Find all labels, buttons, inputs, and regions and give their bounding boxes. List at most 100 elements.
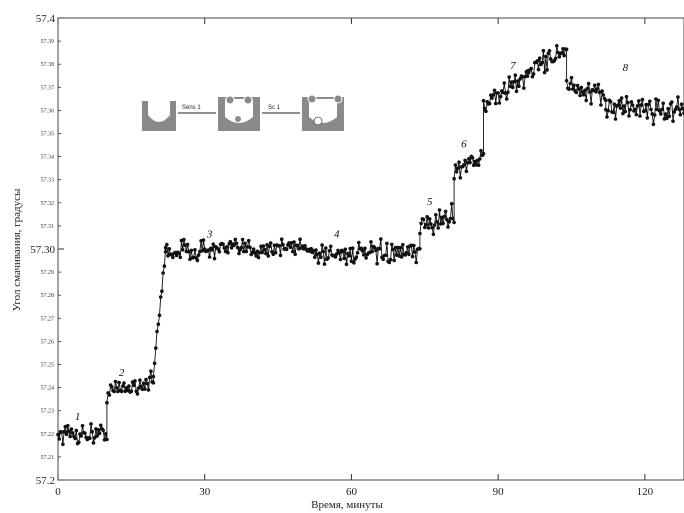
data-point: [541, 48, 546, 53]
data-point: [112, 389, 116, 394]
data-point: [608, 99, 613, 104]
data-point: [70, 431, 75, 435]
data-point: [467, 157, 471, 161]
data-point: [612, 102, 617, 106]
data-point: [646, 102, 651, 107]
data-point: [195, 258, 200, 263]
data-point: [418, 231, 422, 236]
inset-cup-3-hollow: [309, 99, 337, 123]
data-point: [613, 117, 618, 121]
y-tick-label: 57.2: [36, 475, 55, 487]
y-minor-tick-label: 57.22: [41, 432, 55, 438]
data-point: [462, 163, 466, 167]
data-point: [313, 255, 317, 259]
data-point: [515, 79, 520, 83]
data-point: [141, 381, 146, 386]
data-point: [611, 110, 615, 115]
data-point: [251, 247, 256, 251]
data-point: [279, 237, 284, 241]
data-point: [525, 74, 530, 78]
data-point: [355, 251, 360, 255]
data-point: [643, 109, 647, 113]
data-point: [424, 222, 428, 227]
data-point: [350, 246, 355, 250]
data-point: [542, 70, 547, 75]
data-point: [228, 239, 233, 244]
data-point: [605, 115, 609, 119]
data-point: [381, 257, 386, 262]
data-point: [217, 249, 222, 254]
data-point: [419, 221, 423, 226]
data-point: [535, 59, 540, 63]
data-point: [161, 271, 165, 275]
data-point: [569, 75, 574, 80]
y-minor-tick-label: 57.29: [41, 270, 55, 276]
data-point: [385, 241, 389, 246]
data-point: [637, 99, 641, 103]
data-point: [262, 247, 267, 252]
data-point: [266, 254, 271, 258]
data-point: [160, 289, 164, 294]
inset-schematic: Sens 1 Sc 1: [142, 94, 344, 131]
data-point: [540, 60, 544, 65]
data-point: [174, 253, 179, 258]
data-point: [291, 249, 295, 254]
data-point: [320, 243, 324, 247]
data-point: [163, 250, 168, 254]
data-point: [507, 75, 512, 79]
data-point: [506, 90, 510, 94]
data-point: [484, 109, 488, 114]
stage-labels: 1 2 3 4 5 6 7 8: [75, 60, 629, 423]
data-point: [114, 386, 119, 390]
data-point: [103, 432, 108, 436]
data-point: [407, 252, 411, 257]
data-point: [456, 166, 460, 170]
data-point: [426, 226, 431, 230]
y-minor-tick-label: 57.35: [41, 132, 55, 138]
data-point: [555, 44, 559, 48]
data-point: [121, 384, 125, 388]
data-point: [425, 215, 430, 219]
data-point: [585, 86, 590, 91]
data-point: [281, 242, 285, 247]
data-point: [178, 255, 183, 260]
data-point: [347, 253, 351, 258]
data-point: [586, 81, 591, 86]
data-point: [135, 392, 140, 396]
data-point: [273, 250, 278, 255]
data-point: [83, 431, 87, 436]
data-point: [163, 245, 168, 250]
data-point: [147, 375, 152, 380]
data-point: [490, 96, 494, 100]
data-point: [107, 393, 112, 397]
data-point: [314, 248, 318, 252]
y-minor-tick-label: 57.33: [41, 178, 55, 184]
data-point: [185, 242, 190, 247]
data-point: [260, 250, 265, 255]
data-point: [601, 93, 606, 97]
data-point: [360, 249, 365, 253]
data-point: [244, 249, 249, 254]
data-point: [431, 232, 436, 237]
data-point: [568, 81, 573, 86]
data-point: [246, 238, 251, 243]
data-point: [182, 237, 186, 242]
data-point: [514, 89, 519, 94]
data-point: [232, 243, 236, 248]
data-point: [201, 238, 206, 242]
data-point: [629, 100, 634, 104]
data-point: [61, 442, 65, 447]
data-point: [90, 429, 94, 434]
data-point: [363, 246, 367, 251]
stage-label: 6: [461, 138, 467, 150]
data-point: [226, 250, 230, 255]
data-point: [156, 322, 161, 327]
data-point: [470, 156, 475, 160]
data-point: [370, 249, 375, 254]
inset-drop-2c: [235, 116, 241, 122]
data-point: [410, 254, 415, 259]
data-point: [443, 209, 448, 214]
data-point: [457, 160, 461, 164]
data-point: [144, 377, 148, 382]
data-point: [212, 256, 217, 261]
